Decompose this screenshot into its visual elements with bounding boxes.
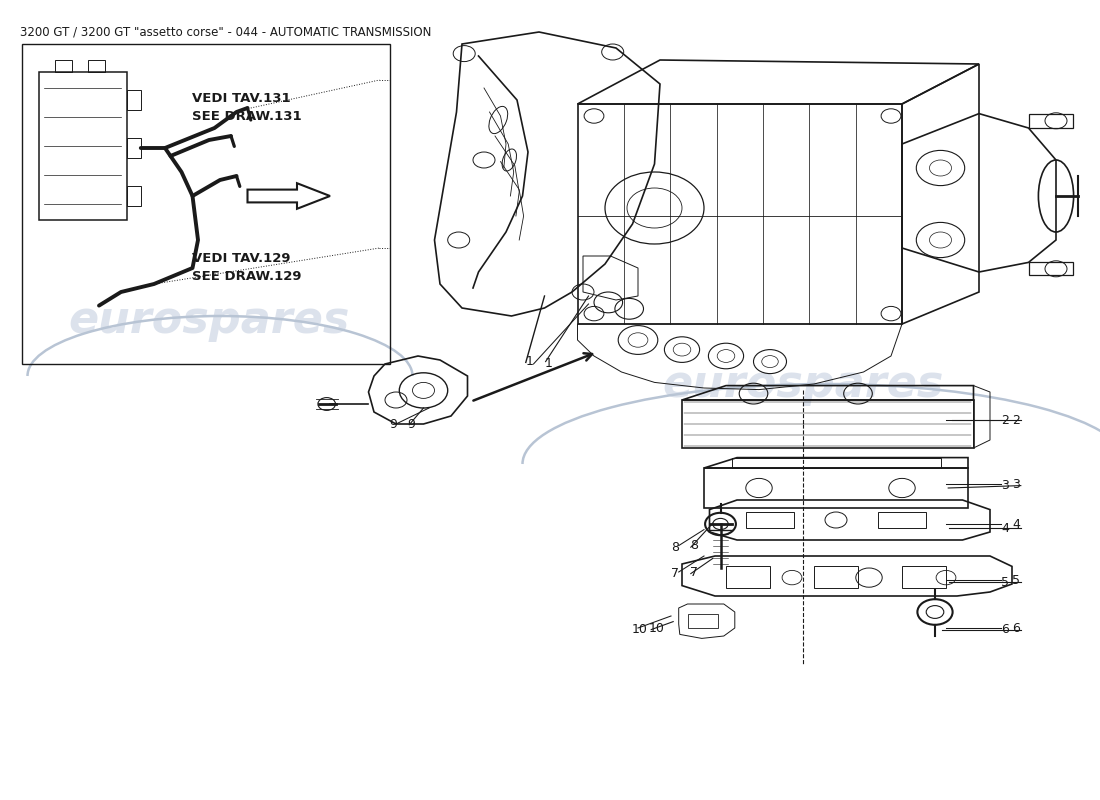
Text: 1: 1 bbox=[526, 355, 534, 368]
Text: 5: 5 bbox=[1001, 576, 1009, 589]
Bar bbox=[688, 614, 718, 628]
Bar bbox=[902, 566, 946, 588]
Text: 1: 1 bbox=[544, 358, 552, 370]
Bar bbox=[878, 512, 926, 528]
Bar bbox=[814, 566, 858, 588]
Bar bbox=[55, 60, 72, 72]
Text: 3: 3 bbox=[1001, 479, 1009, 492]
Text: 6: 6 bbox=[1012, 622, 1020, 634]
Bar bbox=[726, 566, 770, 588]
Text: eurospares: eurospares bbox=[662, 362, 944, 406]
Text: 3: 3 bbox=[1012, 478, 1020, 490]
Text: VEDI TAV.129
SEE DRAW.129: VEDI TAV.129 SEE DRAW.129 bbox=[192, 253, 303, 283]
Text: 6: 6 bbox=[1001, 623, 1009, 636]
Text: VEDI TAV.131
SEE DRAW.131: VEDI TAV.131 SEE DRAW.131 bbox=[192, 93, 303, 123]
Bar bbox=[746, 512, 794, 528]
Bar bbox=[88, 60, 104, 72]
Text: eurospares: eurospares bbox=[68, 298, 350, 342]
Bar bbox=[126, 90, 141, 110]
Text: 3200 GT / 3200 GT "assetto corse" - 044 - AUTOMATIC TRANSMISSION: 3200 GT / 3200 GT "assetto corse" - 044 … bbox=[20, 26, 431, 38]
Bar bbox=[39, 72, 126, 220]
Text: 2: 2 bbox=[1012, 414, 1020, 426]
Text: 10: 10 bbox=[631, 623, 647, 636]
Bar bbox=[1028, 114, 1072, 128]
Text: 7: 7 bbox=[671, 567, 679, 580]
Text: 4: 4 bbox=[1012, 518, 1020, 530]
Text: 9: 9 bbox=[389, 418, 397, 431]
Bar bbox=[126, 186, 141, 206]
Text: 8: 8 bbox=[671, 541, 679, 554]
Text: 7: 7 bbox=[690, 566, 697, 578]
Text: 8: 8 bbox=[690, 539, 697, 552]
Bar bbox=[126, 138, 141, 158]
Text: 5: 5 bbox=[1012, 574, 1020, 586]
Text: 2: 2 bbox=[1001, 414, 1009, 426]
Bar bbox=[22, 44, 390, 364]
Text: 10: 10 bbox=[649, 622, 664, 634]
Bar bbox=[1028, 262, 1072, 275]
Text: 9: 9 bbox=[407, 418, 415, 430]
Text: 4: 4 bbox=[1001, 522, 1009, 534]
